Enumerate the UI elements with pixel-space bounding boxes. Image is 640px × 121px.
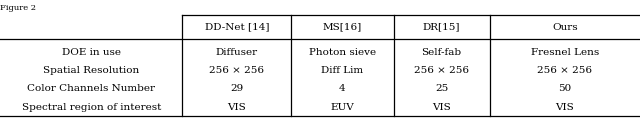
- Text: 256 × 256: 256 × 256: [209, 66, 264, 75]
- Text: Photon sieve: Photon sieve: [309, 48, 376, 57]
- Text: Fresnel Lens: Fresnel Lens: [531, 48, 599, 57]
- Text: DR[15]: DR[15]: [423, 23, 460, 32]
- Text: DOE in use: DOE in use: [61, 48, 121, 57]
- Text: Diffuser: Diffuser: [216, 48, 258, 57]
- Text: Diff Lim: Diff Lim: [321, 66, 364, 75]
- Text: 256 × 256: 256 × 256: [414, 66, 469, 75]
- Text: Ours: Ours: [552, 23, 578, 32]
- Text: EUV: EUV: [330, 103, 355, 112]
- Text: Figure 2: Figure 2: [0, 4, 36, 12]
- Text: 50: 50: [558, 84, 572, 93]
- Text: 4: 4: [339, 84, 346, 93]
- Text: Spatial Resolution: Spatial Resolution: [43, 66, 140, 75]
- Text: MS[16]: MS[16]: [323, 23, 362, 32]
- Text: DD-Net [14]: DD-Net [14]: [205, 23, 269, 32]
- Text: VIS: VIS: [432, 103, 451, 112]
- Text: VIS: VIS: [556, 103, 574, 112]
- Text: Spectral region of interest: Spectral region of interest: [22, 103, 161, 112]
- Text: VIS: VIS: [227, 103, 246, 112]
- Text: 25: 25: [435, 84, 448, 93]
- Text: 29: 29: [230, 84, 243, 93]
- Text: Color Channels Number: Color Channels Number: [27, 84, 155, 93]
- Text: 256 × 256: 256 × 256: [538, 66, 592, 75]
- Text: Self-fab: Self-fab: [422, 48, 461, 57]
